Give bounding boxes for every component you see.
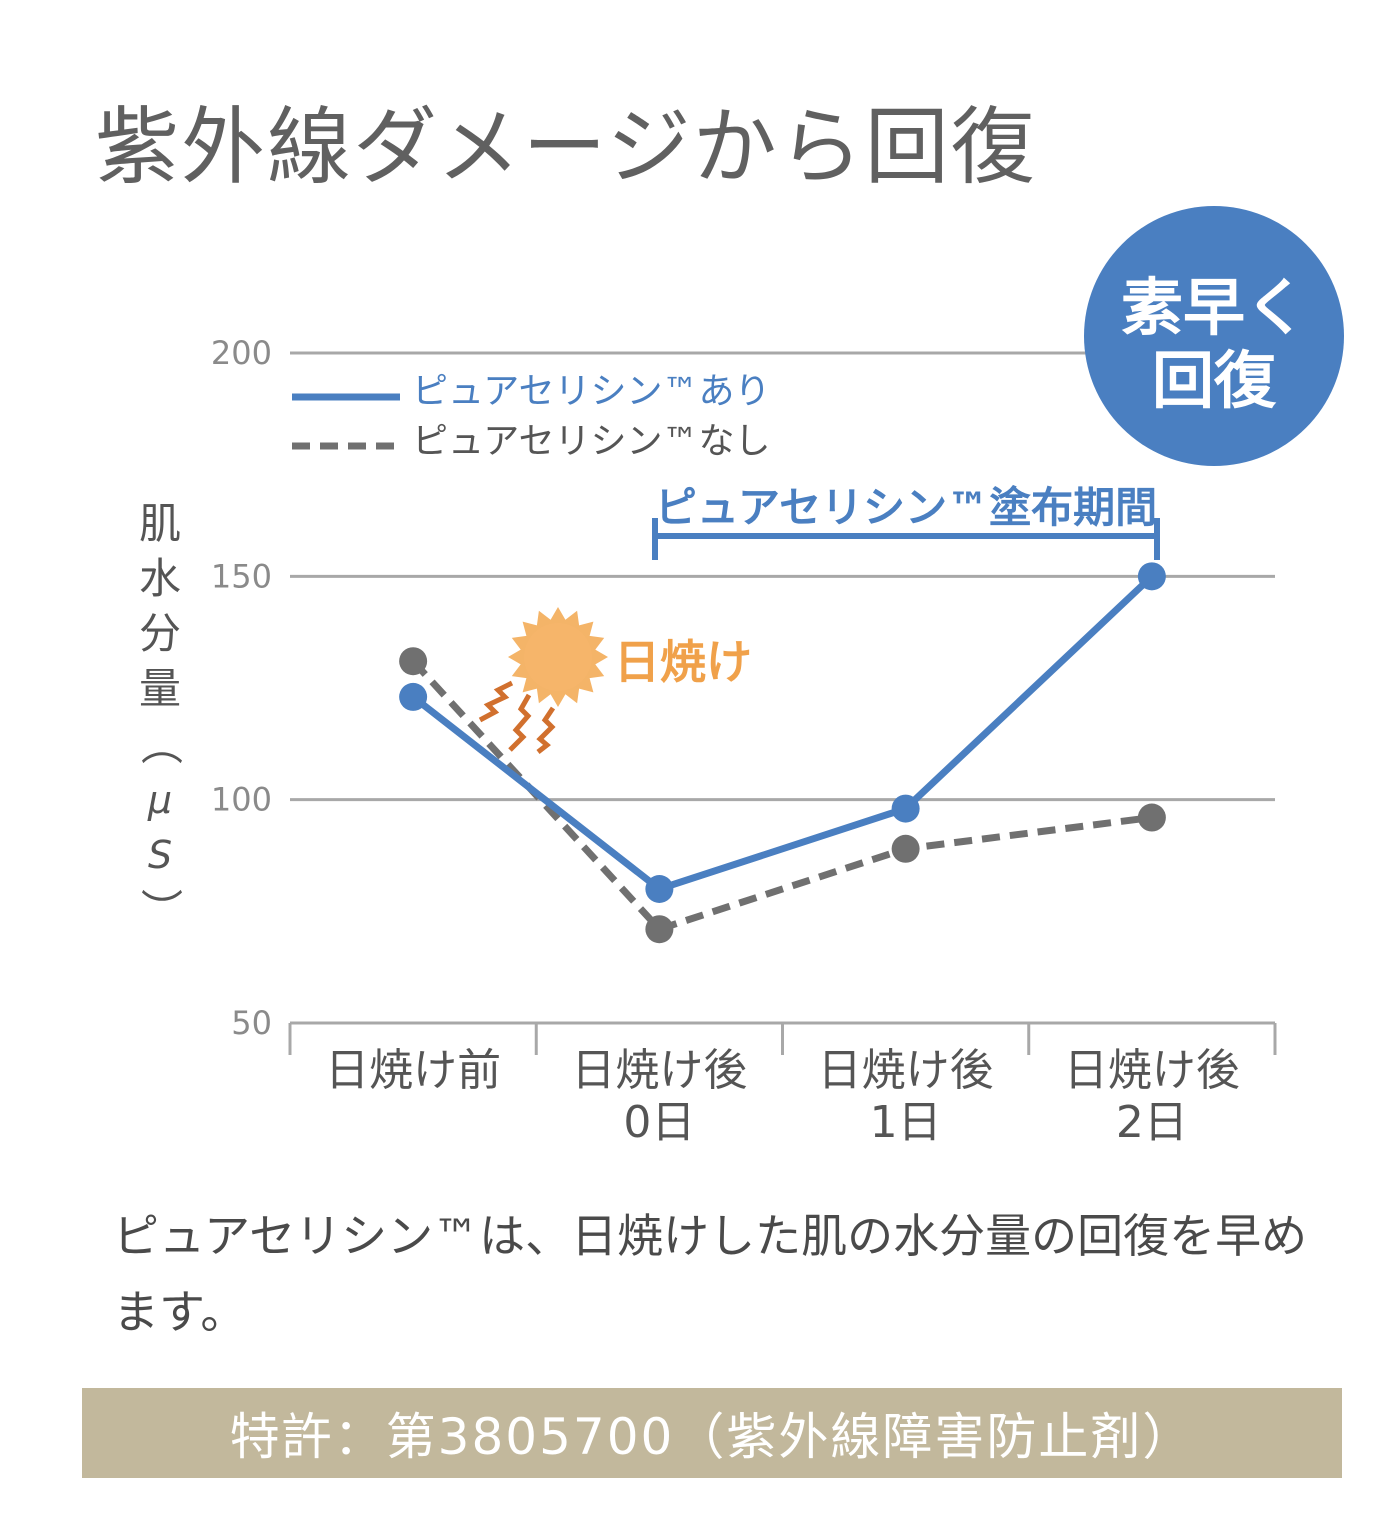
legend-label-without: ピュアセリシン™なし [412,421,771,462]
sunburn-label: 日焼け [614,635,752,689]
sun-core [524,623,592,691]
heat-wave-icon [478,680,556,754]
data-point-with-1 [645,875,674,903]
y-tick-label-50: 50 [231,1004,272,1042]
patent-banner: 特許：第3805700（紫外線障害防止剤） [82,1388,1342,1478]
data-point-with-0 [399,682,428,711]
y-axis-label-char-4: （ [136,723,185,765]
legend: ピュアセリシン™あり ピュアセリシン™なし [292,371,771,462]
y-tick-label-200: 200 [211,334,272,372]
patent-text: 特許：第3805700（紫外線障害防止剤） [229,1408,1195,1466]
y-axis-label-char-5: μ [147,778,172,822]
series-layer [399,562,1166,944]
y-axis-label-char-3: 量 [139,664,181,713]
application-period-bracket: ピュアセリシン™塗布期間 [652,483,1160,560]
data-point-without-3 [1137,803,1166,832]
sun-icon [508,607,608,707]
legend-label-with: ピュアセリシン™あり [412,371,771,412]
x-tick-label-3-line-2: 2日 [1116,1097,1188,1148]
y-axis-label-char-0: 肌 [139,499,181,548]
x-tick-label-3-line-1: 日焼け後 [1064,1045,1240,1096]
heat-wave-2 [508,693,532,752]
x-tick-label-0: 日焼け前 [325,1045,501,1096]
x-tick-label-2-line-1: 日焼け後 [818,1045,994,1096]
x-tick-label-1-line-1: 日焼け後 [571,1045,747,1096]
y-axis-label-char-2: 分 [139,609,181,658]
data-point-with-2 [891,794,920,823]
badge-circle [1084,206,1344,466]
y-tick-label-150: 150 [211,557,272,595]
caption: ピュアセリシン™は、日焼けした肌の水分量の回復を早めます。 [113,1209,1308,1339]
x-tick-label-2-line-2: 1日 [870,1097,942,1148]
data-point-without-0 [399,647,428,676]
badge-line-2: 回復 [1152,344,1277,417]
page-title: 紫外線ダメージから回復 [95,98,1037,196]
application-period-label: ピュアセリシン™塗布期間 [655,483,1157,532]
x-tick-label-1-line-2: 0日 [623,1097,695,1148]
y-tick-label-100: 100 [211,781,272,819]
quick-recovery-badge: 素早く 回復 [1084,206,1344,466]
heat-wave-3 [536,706,556,754]
data-point-with-3 [1137,562,1166,591]
data-point-without-2 [891,834,920,863]
data-point-without-1 [645,915,674,944]
y-axis-label-char-6: S [148,833,172,877]
badge-line-1: 素早く [1121,271,1307,344]
y-axis-label-char-7: ） [136,888,185,930]
series-line-with [410,573,1155,893]
y-axis-label-char-1: 水 [139,554,181,603]
heat-wave-1 [478,680,514,723]
